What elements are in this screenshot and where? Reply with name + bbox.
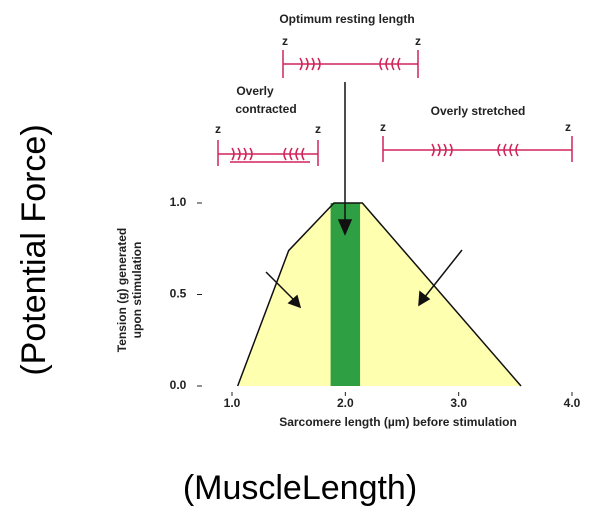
z-label: z: [215, 122, 221, 136]
y-tick-label: 0.0: [170, 378, 187, 392]
x-tick-label: 1.0: [224, 396, 241, 410]
y-tick-label: 1.0: [170, 195, 187, 209]
z-label: z: [315, 122, 321, 136]
x-tick-label: 2.0: [337, 396, 354, 410]
side-label: (Potential Force): [15, 124, 53, 375]
annotation-title: Overly stretched: [431, 104, 526, 118]
z-label: z: [565, 120, 571, 134]
y-axis-label: upon stimulation: [130, 242, 144, 339]
annotation-title: Optimum resting length: [279, 12, 414, 26]
bottom-label: (MuscleLength): [183, 469, 417, 507]
y-axis-label: Tension (g) generated: [115, 228, 129, 352]
x-tick-label: 4.0: [564, 396, 581, 410]
z-label: z: [415, 34, 421, 48]
chart: (Potential Force) (MuscleLength) Tension…: [0, 0, 598, 514]
x-tick-label: 3.0: [450, 396, 467, 410]
z-label: z: [380, 120, 386, 134]
y-tick-label: 0.5: [170, 287, 187, 301]
annotation-title: Overly: [236, 84, 274, 98]
x-axis-label: Sarcomere length (µm) before stimulation: [279, 415, 517, 429]
annotation-title: contracted: [235, 102, 296, 116]
z-label: z: [282, 34, 288, 48]
